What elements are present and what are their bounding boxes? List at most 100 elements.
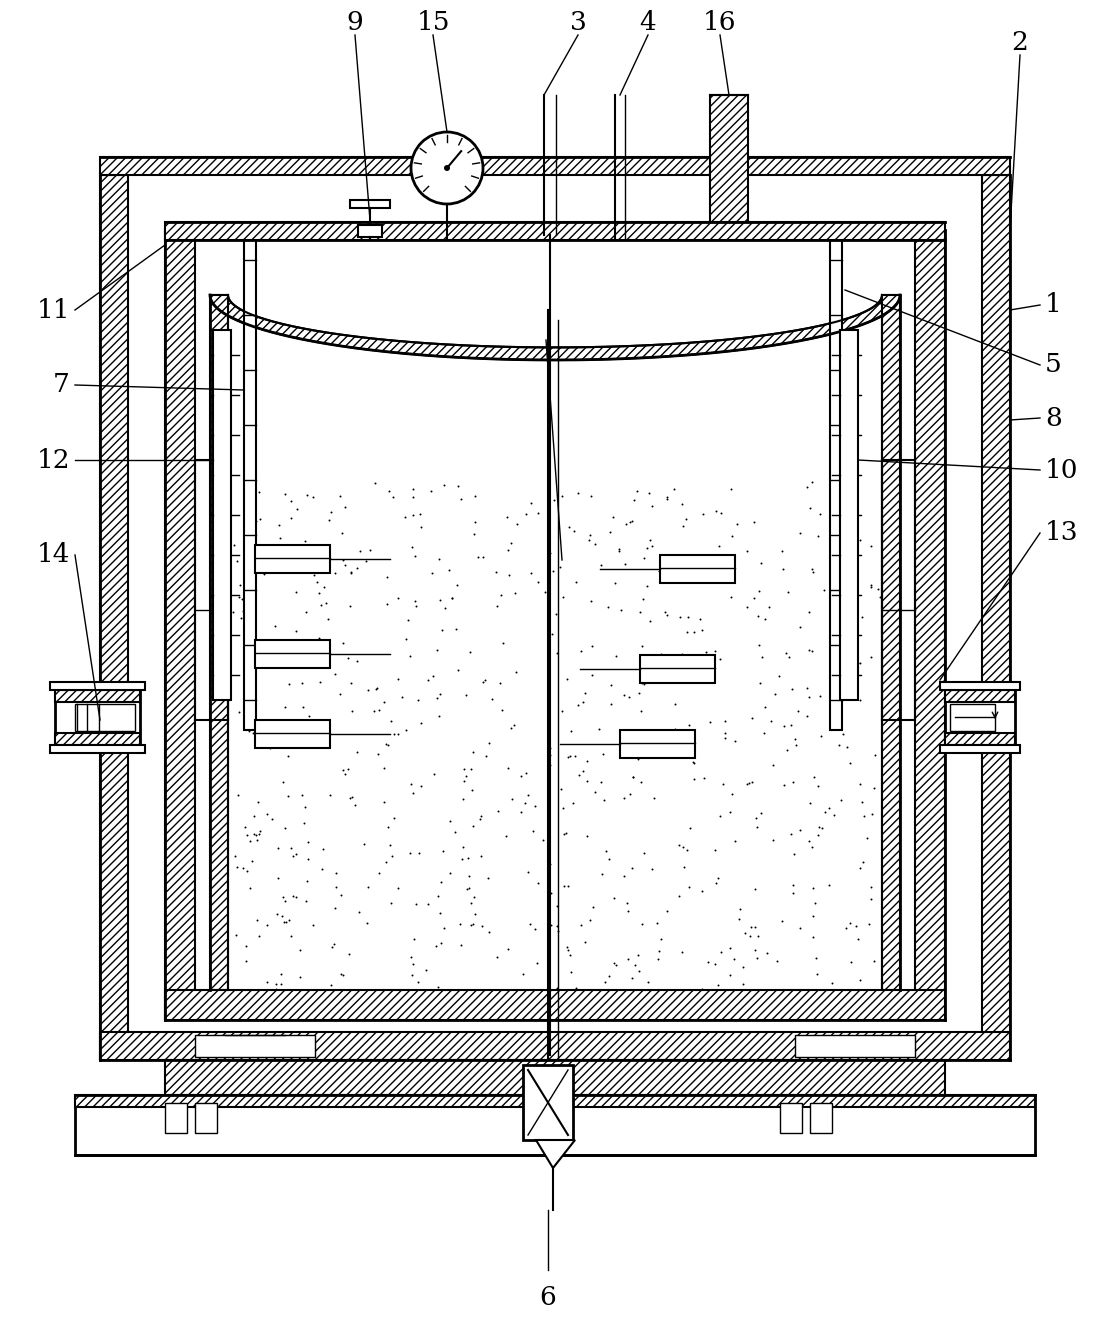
- Point: [340, 759, 357, 780]
- Point: [460, 865, 478, 886]
- Point: [807, 947, 824, 968]
- Point: [294, 785, 311, 806]
- Point: [411, 503, 429, 524]
- Point: [455, 770, 472, 792]
- Point: [476, 669, 493, 690]
- Point: [389, 877, 407, 898]
- Point: [369, 863, 387, 884]
- Point: [618, 892, 636, 913]
- Point: [825, 805, 843, 826]
- Point: [798, 705, 815, 726]
- Point: [278, 745, 296, 766]
- Point: [643, 859, 661, 880]
- Point: [488, 595, 505, 616]
- Point: [232, 607, 250, 628]
- Point: [821, 874, 838, 896]
- Point: [545, 560, 562, 581]
- Point: [564, 793, 582, 814]
- Point: [652, 928, 670, 950]
- Text: 7: 7: [53, 373, 70, 398]
- Point: [574, 760, 592, 781]
- Point: [446, 820, 464, 842]
- Point: [556, 874, 573, 896]
- Point: [783, 823, 800, 844]
- Point: [706, 839, 723, 860]
- Point: [449, 475, 467, 497]
- Point: [319, 608, 336, 630]
- Point: [649, 913, 666, 934]
- Point: [838, 523, 856, 544]
- Point: [686, 622, 704, 643]
- Point: [856, 806, 874, 827]
- Point: [263, 809, 281, 830]
- Point: [316, 577, 333, 598]
- Point: [276, 697, 294, 718]
- Point: [493, 699, 511, 720]
- Point: [305, 564, 322, 585]
- Text: 10: 10: [1044, 457, 1078, 482]
- Point: [448, 574, 466, 595]
- Point: [803, 471, 821, 493]
- Point: [226, 846, 243, 867]
- Point: [404, 782, 422, 803]
- Point: [246, 681, 263, 702]
- Point: [612, 599, 629, 620]
- Point: [512, 801, 529, 822]
- Point: [721, 964, 739, 985]
- Point: [804, 906, 822, 927]
- Point: [639, 576, 657, 597]
- Point: [274, 886, 292, 907]
- Point: [827, 553, 845, 574]
- Point: [526, 919, 544, 940]
- Point: [403, 486, 421, 507]
- Point: [746, 939, 764, 960]
- Point: [297, 531, 315, 552]
- Point: [327, 562, 344, 583]
- Point: [359, 680, 377, 701]
- Point: [633, 913, 651, 934]
- Point: [630, 682, 648, 703]
- Point: [435, 917, 453, 938]
- Point: [412, 712, 430, 734]
- Point: [235, 601, 252, 622]
- Point: [312, 562, 330, 583]
- Point: [568, 572, 585, 593]
- Point: [798, 475, 815, 497]
- Point: [259, 633, 276, 655]
- Point: [623, 857, 640, 878]
- Point: [780, 647, 798, 668]
- Point: [574, 691, 592, 712]
- Point: [852, 857, 869, 878]
- Point: [332, 885, 350, 906]
- Point: [276, 483, 294, 504]
- Point: [756, 608, 774, 630]
- Bar: [830, 230, 842, 730]
- Point: [745, 587, 763, 608]
- Bar: [710, 95, 747, 223]
- Point: [863, 647, 880, 668]
- Point: [567, 977, 584, 998]
- Point: [675, 856, 693, 877]
- Bar: [55, 690, 140, 745]
- Point: [658, 901, 675, 922]
- Point: [472, 846, 490, 867]
- Text: 3: 3: [570, 11, 586, 36]
- Point: [526, 795, 544, 817]
- Point: [295, 813, 312, 834]
- Point: [230, 702, 248, 723]
- Point: [544, 623, 561, 644]
- Point: [376, 792, 393, 813]
- Point: [251, 823, 269, 844]
- Point: [461, 641, 479, 662]
- Point: [632, 701, 650, 722]
- Point: [248, 830, 265, 851]
- Point: [248, 909, 265, 930]
- Point: [251, 820, 269, 842]
- Point: [619, 948, 637, 969]
- Point: [548, 896, 566, 917]
- Point: [520, 861, 537, 882]
- Point: [349, 651, 366, 672]
- Point: [227, 925, 244, 946]
- Point: [465, 815, 482, 836]
- Point: [267, 973, 285, 994]
